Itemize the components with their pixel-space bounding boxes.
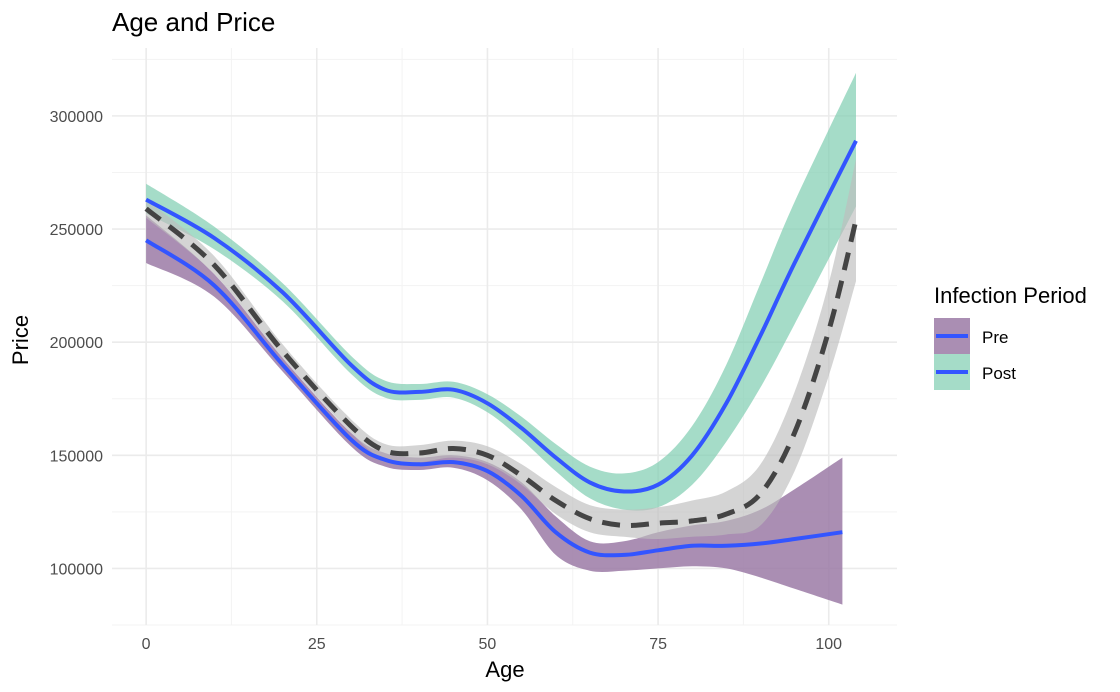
x-tick-label: 25 <box>308 636 326 653</box>
band-pre <box>146 215 843 605</box>
legend-item-pre: Pre <box>934 318 1008 354</box>
chart-title: Age and Price <box>112 7 275 37</box>
x-axis-title: Age <box>485 657 524 682</box>
legend-item-post: Post <box>934 354 1016 390</box>
line-pre <box>144 238 843 558</box>
line-post <box>145 139 858 494</box>
series-lines <box>144 139 859 558</box>
line-overall <box>144 206 859 529</box>
legend-label-pre: Pre <box>982 328 1008 347</box>
legend-title: Infection Period <box>934 283 1087 308</box>
legend-label-post: Post <box>982 364 1016 383</box>
y-tick-label: 300000 <box>50 109 103 126</box>
x-axis-ticks: 0 25 50 75 100 <box>142 636 843 653</box>
y-tick-label: 100000 <box>50 561 103 578</box>
grid-minor <box>112 48 897 626</box>
legend: Infection Period Pre Post <box>934 283 1087 390</box>
y-tick-label: 150000 <box>50 448 103 465</box>
y-tick-label: 200000 <box>50 335 103 352</box>
confidence-bands <box>146 72 857 605</box>
y-axis-title: Price <box>8 315 33 365</box>
y-tick-label: 250000 <box>50 222 103 239</box>
band-post <box>146 72 857 511</box>
x-tick-label: 100 <box>815 636 842 653</box>
x-tick-label: 0 <box>142 636 151 653</box>
x-tick-label: 50 <box>479 636 497 653</box>
x-tick-label: 75 <box>649 636 667 653</box>
band-overall <box>146 158 857 539</box>
y-axis-ticks: 100000 150000 200000 250000 300000 <box>50 109 103 579</box>
